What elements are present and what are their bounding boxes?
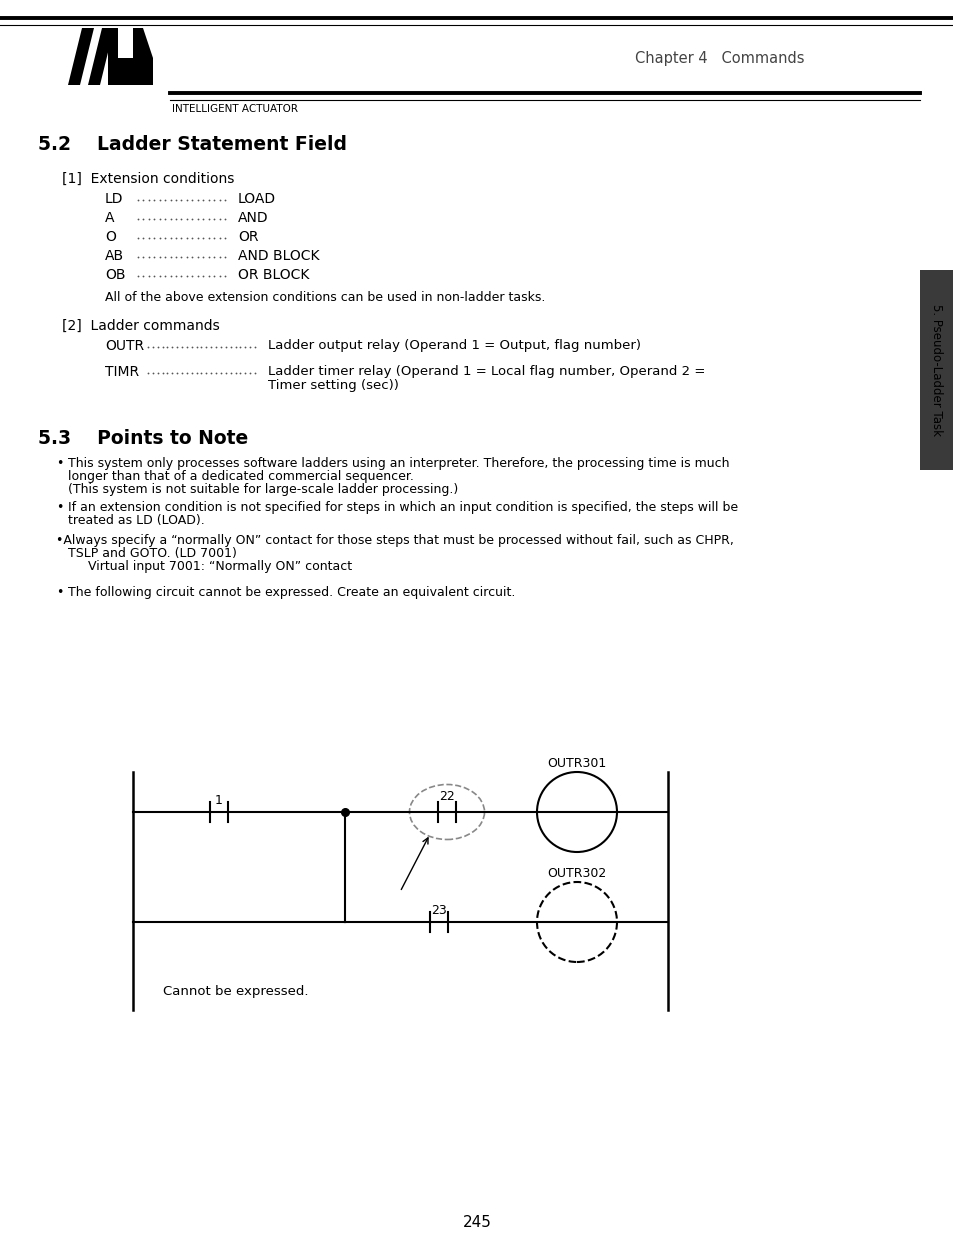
Text: TIMR: TIMR [105,366,139,379]
Text: [2]  Ladder commands: [2] Ladder commands [62,319,219,333]
Text: 5.2    Ladder Statement Field: 5.2 Ladder Statement Field [38,135,347,154]
Text: TSLP and GOTO. (LD 7001): TSLP and GOTO. (LD 7001) [56,547,236,559]
Text: Ladder timer relay (Operand 1 = Local flag number, Operand 2 =: Ladder timer relay (Operand 1 = Local fl… [268,366,704,378]
Text: OUTR302: OUTR302 [547,867,606,881]
Text: Virtual input 7001: “Normally ON” contact: Virtual input 7001: “Normally ON” contac… [56,559,352,573]
Text: Chapter 4   Commands: Chapter 4 Commands [635,51,803,65]
Text: longer than that of a dedicated commercial sequencer.: longer than that of a dedicated commerci… [68,471,414,483]
Text: Ladder output relay (Operand 1 = Output, flag number): Ladder output relay (Operand 1 = Output,… [268,338,640,352]
Text: OR: OR [237,230,258,245]
Text: LD: LD [105,191,123,206]
Text: •: • [56,501,63,514]
Text: 5.3    Points to Note: 5.3 Points to Note [38,429,248,448]
Text: OUTR301: OUTR301 [547,757,606,769]
Text: All of the above extension conditions can be used in non-ladder tasks.: All of the above extension conditions ca… [105,291,545,304]
Polygon shape [88,28,113,85]
Text: AB: AB [105,249,124,263]
Text: treated as LD (LOAD).: treated as LD (LOAD). [68,514,205,527]
Text: 23: 23 [431,904,446,918]
Polygon shape [68,28,94,85]
Text: 22: 22 [438,790,455,803]
Text: AND: AND [237,211,269,225]
Text: 5. Pseudo-Ladder Task: 5. Pseudo-Ladder Task [929,304,943,436]
Text: OB: OB [105,268,126,282]
Text: LOAD: LOAD [237,191,275,206]
Text: •: • [56,457,63,471]
Text: The following circuit cannot be expressed. Create an equivalent circuit.: The following circuit cannot be expresse… [68,585,515,599]
Text: A: A [105,211,114,225]
Text: OUTR: OUTR [105,338,144,353]
Text: O: O [105,230,115,245]
Text: Timer setting (sec)): Timer setting (sec)) [268,379,398,391]
Text: AND BLOCK: AND BLOCK [237,249,319,263]
Text: If an extension condition is not specified for steps in which an input condition: If an extension condition is not specifi… [68,501,738,514]
Text: [1]  Extension conditions: [1] Extension conditions [62,172,234,186]
Text: This system only processes software ladders using an interpreter. Therefore, the: This system only processes software ladd… [68,457,729,471]
Text: 245: 245 [462,1215,491,1230]
Text: 1: 1 [214,794,223,806]
Text: OR BLOCK: OR BLOCK [237,268,309,282]
Bar [919,270,953,471]
Polygon shape [108,28,152,85]
Text: (This system is not suitable for large-scale ladder processing.): (This system is not suitable for large-s… [68,483,457,496]
Text: •: • [56,585,63,599]
Text: INTELLIGENT ACTUATOR: INTELLIGENT ACTUATOR [172,104,297,114]
Text: Cannot be expressed.: Cannot be expressed. [163,986,308,998]
Text: •Always specify a “normally ON” contact for those steps that must be processed w: •Always specify a “normally ON” contact … [56,534,733,547]
